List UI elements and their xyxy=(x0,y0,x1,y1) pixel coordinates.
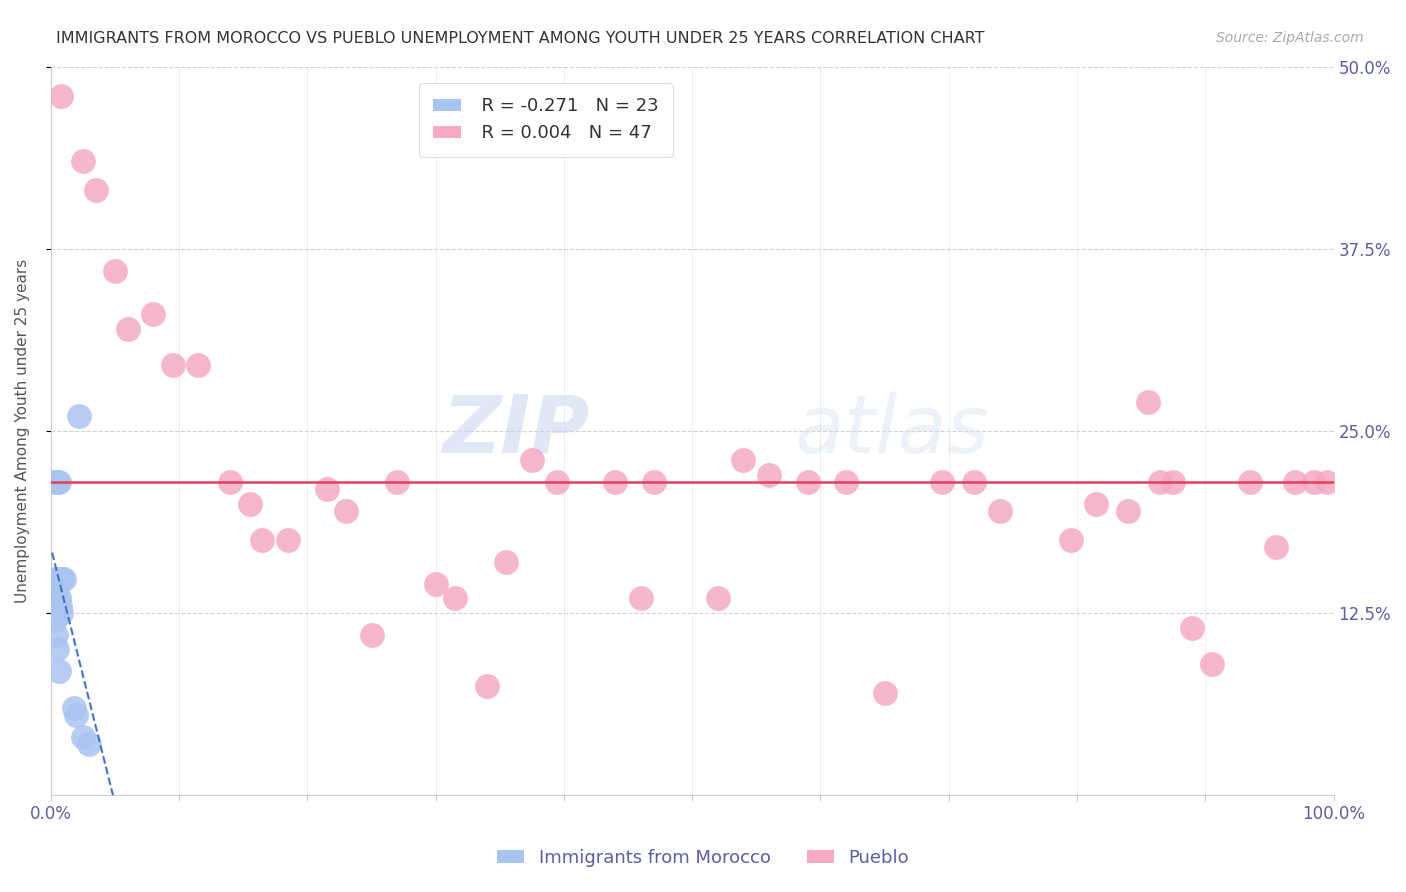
Point xyxy=(142,307,165,321)
Point xyxy=(187,358,209,372)
Point xyxy=(72,154,94,169)
Text: IMMIGRANTS FROM MOROCCO VS PUEBLO UNEMPLOYMENT AMONG YOUTH UNDER 25 YEARS CORREL: IMMIGRANTS FROM MOROCCO VS PUEBLO UNEMPL… xyxy=(56,31,984,46)
Point xyxy=(733,453,755,467)
Point xyxy=(117,322,139,336)
Point xyxy=(52,573,75,587)
Point xyxy=(1181,620,1204,634)
Point xyxy=(605,475,627,489)
Point xyxy=(104,263,127,277)
Point xyxy=(520,453,543,467)
Point xyxy=(1201,657,1223,671)
Point xyxy=(495,555,517,569)
Point xyxy=(1264,541,1286,555)
Point xyxy=(547,475,569,489)
Point xyxy=(988,504,1011,518)
Point xyxy=(1059,533,1081,547)
Point xyxy=(45,573,67,587)
Point xyxy=(44,613,66,627)
Point xyxy=(63,700,86,714)
Point xyxy=(219,475,242,489)
Point xyxy=(758,467,780,482)
Point xyxy=(425,576,447,591)
Point xyxy=(84,183,107,197)
Point xyxy=(1161,475,1184,489)
Point xyxy=(46,584,69,599)
Point xyxy=(51,573,73,587)
Text: ZIP: ZIP xyxy=(441,392,589,470)
Point xyxy=(315,482,337,496)
Point xyxy=(1239,475,1261,489)
Point xyxy=(48,591,70,606)
Point xyxy=(162,358,184,372)
Point xyxy=(239,497,262,511)
Point xyxy=(1149,475,1171,489)
Legend: Immigrants from Morocco, Pueblo: Immigrants from Morocco, Pueblo xyxy=(489,842,917,874)
Point xyxy=(1136,394,1159,409)
Text: atlas: atlas xyxy=(794,392,990,470)
Point xyxy=(1085,497,1108,511)
Point xyxy=(49,573,72,587)
Point xyxy=(475,679,498,693)
Point xyxy=(1303,475,1326,489)
Point xyxy=(72,730,94,744)
Point xyxy=(49,606,72,620)
Point xyxy=(46,642,69,657)
Text: Source: ZipAtlas.com: Source: ZipAtlas.com xyxy=(1216,31,1364,45)
Point xyxy=(1284,475,1306,489)
Y-axis label: Unemployment Among Youth under 25 years: Unemployment Among Youth under 25 years xyxy=(15,259,30,603)
Point xyxy=(46,475,69,489)
Point xyxy=(44,573,66,587)
Point xyxy=(65,707,87,722)
Point xyxy=(444,591,467,606)
Point xyxy=(796,475,818,489)
Point xyxy=(49,573,72,587)
Point xyxy=(707,591,730,606)
Point xyxy=(45,628,67,642)
Point xyxy=(79,737,101,751)
Point xyxy=(49,599,72,613)
Point xyxy=(385,475,408,489)
Point xyxy=(1116,504,1139,518)
Point xyxy=(963,475,986,489)
Point xyxy=(873,686,896,700)
Point xyxy=(630,591,652,606)
Legend:   R = -0.271   N = 23,   R = 0.004   N = 47: R = -0.271 N = 23, R = 0.004 N = 47 xyxy=(419,83,672,157)
Point xyxy=(277,533,299,547)
Point xyxy=(45,475,67,489)
Point xyxy=(67,409,90,424)
Point xyxy=(643,475,665,489)
Point xyxy=(360,628,382,642)
Point xyxy=(48,664,70,678)
Point xyxy=(48,475,70,489)
Point xyxy=(835,475,858,489)
Point xyxy=(49,88,72,103)
Point xyxy=(931,475,953,489)
Point xyxy=(335,504,357,518)
Point xyxy=(44,475,66,489)
Point xyxy=(1316,475,1339,489)
Point xyxy=(252,533,274,547)
